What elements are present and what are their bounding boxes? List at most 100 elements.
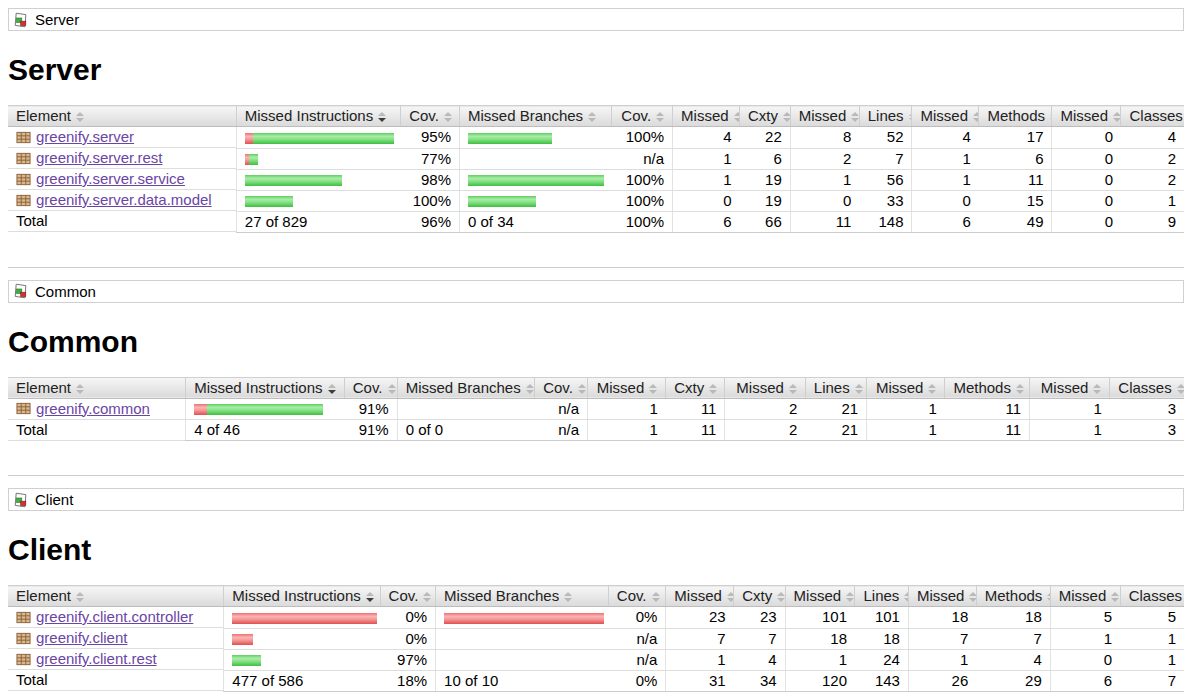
column-label: Classes [1118,379,1171,396]
column-header-classes[interactable]: Classes [1120,586,1184,607]
sort-arrows-icon [709,384,717,394]
missed-lines-value: 2 [725,398,805,420]
branches-bar-cell [436,607,609,629]
table-row: greenify.server 95% 100% 4 22 8 52 4 17 … [8,127,1184,149]
column-header-lines[interactable]: Lines [805,377,866,398]
package-link[interactable]: greenify.server.rest [36,149,162,167]
sort-arrows-icon [578,384,586,394]
column-header-cxty[interactable]: Cxty [666,377,725,398]
column-header-missed-branches[interactable]: Missed Branches [397,377,534,398]
table-header-row: Element Missed Instructions Cov. Missed … [8,106,1184,127]
column-label: Missed [681,107,729,124]
column-header-branch-coverage[interactable]: Cov. [535,377,588,398]
column-header-lines[interactable]: Lines [859,106,912,127]
column-header-branch-coverage[interactable]: Cov. [612,106,673,127]
column-header-classes[interactable]: Classes [1121,106,1184,127]
column-label: Lines [868,107,904,124]
total-instruction-coverage: 18% [380,670,436,691]
instructions-bar-cell [224,628,380,649]
column-header-missed-lines[interactable]: Missed [725,377,805,398]
column-label: Cov. [621,107,651,124]
package-link[interactable]: greenify.client [36,629,127,647]
sort-arrows-icon [851,112,859,122]
column-label: Cov. [353,379,383,396]
cxty-value: 19 [740,190,791,211]
instructions-bar-cell [186,398,345,420]
table-row: greenify.client.rest 97% n/a 1 4 1 24 1 … [8,649,1184,670]
column-header-element[interactable]: Element [8,106,236,127]
column-label: Cov. [389,587,419,604]
total-missed-lines: 2 [725,420,805,441]
sort-arrows-icon [789,384,797,394]
column-header-missed-instructions[interactable]: Missed Instructions [224,586,380,607]
methods-value: 15 [979,190,1052,211]
column-header-instruction-coverage[interactable]: Cov. [401,106,460,127]
package-link[interactable]: greenify.server [36,128,134,146]
sort-arrows-icon [1093,384,1101,394]
column-label: Cov. [543,379,573,396]
column-header-missed-methods[interactable]: Missed [912,106,979,127]
package-link[interactable]: greenify.common [36,400,150,418]
column-label: Lines [863,587,899,604]
lines-value: 7 [859,148,912,169]
missed-lines-value: 1 [790,169,859,190]
column-header-element[interactable]: Element [8,377,186,398]
column-header-methods[interactable]: Methods [945,377,1030,398]
column-header-missed-lines[interactable]: Missed [785,586,855,607]
column-header-missed-classes[interactable]: Missed [1052,106,1121,127]
column-header-cxty[interactable]: Cxty [734,586,785,607]
sort-arrows-icon [656,112,664,122]
missed-lines-value: 1 [785,649,855,670]
column-header-instruction-coverage[interactable]: Cov. [344,377,397,398]
instruction-coverage-value: 97% [380,649,436,670]
column-label: Classes [1129,107,1182,124]
column-header-missed-instructions[interactable]: Missed Instructions [186,377,345,398]
column-header-element[interactable]: Element [8,586,224,607]
missed-lines-value: 2 [790,148,859,169]
column-label: Missed Instructions [232,587,360,604]
column-header-lines[interactable]: Lines [855,586,908,607]
column-label: Missed [1059,587,1107,604]
column-header-methods[interactable]: Methods [979,106,1052,127]
column-header-classes[interactable]: Classes [1110,377,1184,398]
total-missed-methods: 26 [908,670,976,691]
column-label: Missed [799,107,847,124]
total-lines: 148 [859,211,912,232]
package-link[interactable]: greenify.server.data.model [36,191,212,209]
column-header-branch-coverage[interactable]: Cov. [608,586,666,607]
package-link[interactable]: greenify.client.rest [36,650,157,668]
total-instruction-coverage: 96% [401,211,460,232]
column-header-cxty[interactable]: Cxty [740,106,791,127]
column-header-instruction-coverage[interactable]: Cov. [380,586,436,607]
column-header-missed-methods[interactable]: Missed [867,377,945,398]
column-header-missed-cxty[interactable]: Missed [588,377,666,398]
package-link[interactable]: greenify.server.service [36,170,185,188]
missed-classes-value: 0 [1052,190,1121,211]
branch-coverage-value: n/a [612,148,673,169]
instructions-bar-cell [236,190,400,211]
column-header-missed-branches[interactable]: Missed Branches [460,106,612,127]
column-header-missed-instructions[interactable]: Missed Instructions [236,106,400,127]
lines-value: 33 [859,190,912,211]
total-classes: 7 [1120,670,1184,691]
column-header-missed-classes[interactable]: Missed [1050,586,1120,607]
sort-arrows-icon [777,592,785,602]
column-label: Missed [674,587,722,604]
package-icon [16,610,31,625]
package-link[interactable]: greenify.client.controller [36,608,193,626]
column-header-methods[interactable]: Methods [976,586,1050,607]
column-header-missed-cxty[interactable]: Missed [666,586,734,607]
column-header-missed-classes[interactable]: Missed [1030,377,1110,398]
sort-arrows-icon [969,592,976,602]
total-missed-cxty: 6 [673,211,740,232]
column-header-missed-cxty[interactable]: Missed [673,106,740,127]
column-header-missed-lines[interactable]: Missed [790,106,859,127]
total-row: Total 27 of 829 96% 0 of 34 100% 6 66 11… [8,211,1184,232]
column-header-missed-methods[interactable]: Missed [908,586,976,607]
missed-methods-value: 1 [912,148,979,169]
column-header-missed-branches[interactable]: Missed Branches [436,586,609,607]
total-branches: 10 of 10 [436,670,609,691]
branch-coverage-value: 100% [612,190,673,211]
column-label: Cov. [617,587,647,604]
missed-lines-value: 18 [785,628,855,649]
